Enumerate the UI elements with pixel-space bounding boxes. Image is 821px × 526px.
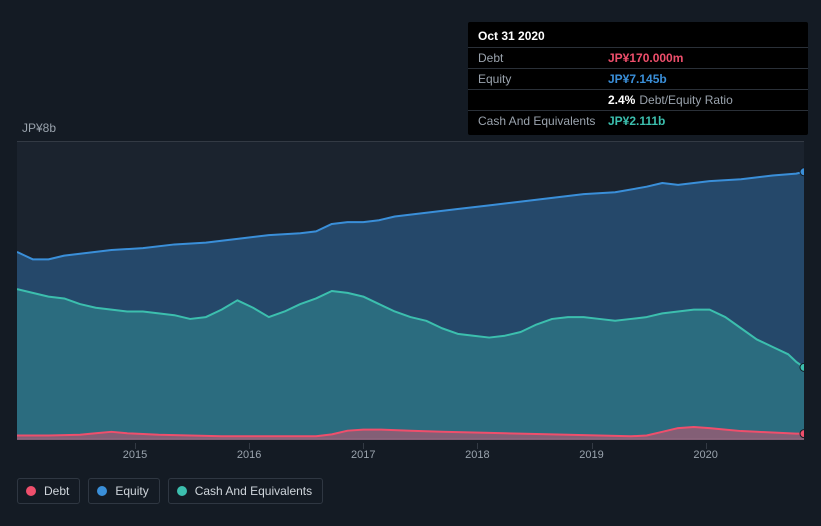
tooltip-row-cash: Cash And Equivalents JP¥2.111b xyxy=(468,111,808,131)
tooltip-value: JP¥7.145b xyxy=(608,72,667,86)
x-axis-label: 2020 xyxy=(693,449,717,461)
tooltip-label: Debt xyxy=(478,51,608,65)
tooltip-row-debt: Debt JP¥170.000m xyxy=(468,48,808,69)
legend-swatch-icon xyxy=(177,486,187,496)
x-axis-label: 2019 xyxy=(579,449,603,461)
legend-item[interactable]: Equity xyxy=(88,478,159,504)
area-chart-svg xyxy=(17,142,804,440)
tooltip-ratio-label: Debt/Equity Ratio xyxy=(639,93,732,107)
legend-label: Debt xyxy=(44,484,69,498)
tooltip-label: Equity xyxy=(478,72,608,86)
tooltip-row-ratio: 2.4% Debt/Equity Ratio xyxy=(468,90,808,111)
legend: Debt Equity Cash And Equivalents xyxy=(17,478,323,504)
tooltip-ratio-value: 2.4% xyxy=(608,93,635,107)
tooltip-label: Cash And Equivalents xyxy=(478,114,608,128)
tooltip-date: Oct 31 2020 xyxy=(468,26,808,48)
tooltip-row-equity: Equity JP¥7.145b xyxy=(468,69,808,90)
legend-swatch-icon xyxy=(26,486,36,496)
tooltip-value: JP¥2.111b xyxy=(608,114,665,128)
x-axis-label: 2018 xyxy=(465,449,489,461)
legend-label: Equity xyxy=(115,484,148,498)
x-axis: 2015 2016 2017 2018 2019 2020 xyxy=(17,443,804,463)
tooltip-value: JP¥170.000m xyxy=(608,51,683,65)
x-axis-label: 2016 xyxy=(237,449,261,461)
y-axis-label-top: JP¥8b xyxy=(22,121,56,135)
legend-item[interactable]: Cash And Equivalents xyxy=(168,478,323,504)
legend-swatch-icon xyxy=(97,486,107,496)
legend-label: Cash And Equivalents xyxy=(195,484,312,498)
tooltip-panel: Oct 31 2020 Debt JP¥170.000m Equity JP¥7… xyxy=(468,22,808,135)
x-axis-label: 2015 xyxy=(123,449,147,461)
chart-area[interactable] xyxy=(17,141,804,439)
x-axis-label: 2017 xyxy=(351,449,375,461)
legend-item[interactable]: Debt xyxy=(17,478,80,504)
